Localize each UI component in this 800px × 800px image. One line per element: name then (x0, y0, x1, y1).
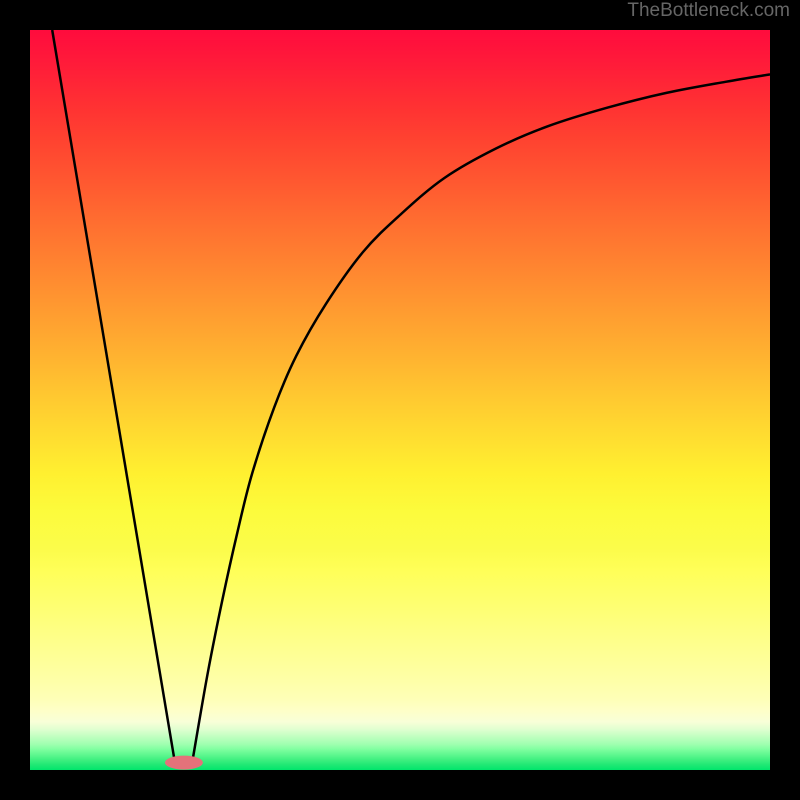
valley-marker (165, 756, 203, 770)
bottleneck-chart: TheBottleneck.com (0, 0, 800, 800)
watermark-label: TheBottleneck.com (627, 0, 790, 22)
chart-svg (0, 0, 800, 800)
plot-background (30, 30, 770, 770)
